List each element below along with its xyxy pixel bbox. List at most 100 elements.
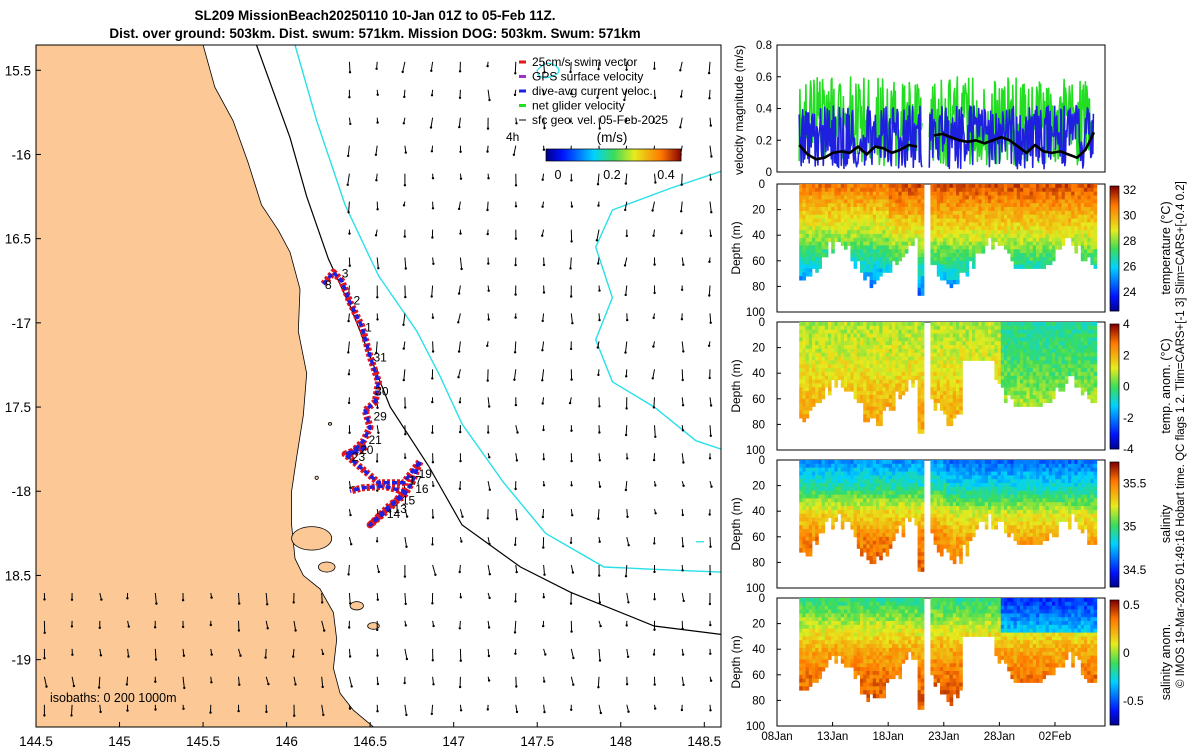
- section-cell: [1036, 210, 1040, 216]
- section-cell: [876, 375, 880, 381]
- section-cell: [1032, 352, 1037, 357]
- section-cell: [1077, 360, 1082, 365]
- section-cell: [1093, 383, 1098, 388]
- section-cell: [879, 203, 883, 208]
- arrow-head: [403, 184, 407, 187]
- section-cell: [850, 364, 854, 369]
- section-colorbar-cell: [1110, 193, 1119, 195]
- section-cell: [888, 264, 893, 269]
- section-cell: [1039, 222, 1043, 227]
- arrow-head: [570, 429, 573, 432]
- section-cell: [965, 191, 970, 196]
- section-cell: [920, 375, 925, 381]
- section-cell: [949, 348, 954, 354]
- section-cell: [898, 322, 902, 327]
- arrow-head: [321, 652, 325, 656]
- arrow-head: [514, 293, 517, 296]
- section-cell: [997, 352, 1002, 357]
- section-cell: [1007, 341, 1011, 346]
- section-cell: [1052, 375, 1056, 381]
- section-cell: [904, 360, 909, 365]
- section-cell: [812, 249, 816, 254]
- section-cell: [799, 383, 803, 388]
- section-cell: [805, 375, 810, 381]
- section-cell: [1023, 341, 1027, 346]
- section-colorbar-cell: [1110, 307, 1119, 309]
- section-cell: [1029, 383, 1034, 388]
- section-cell: [956, 371, 960, 377]
- section-cell: [888, 375, 893, 381]
- section-cell: [1026, 187, 1030, 193]
- arrow-head: [350, 543, 353, 546]
- velocity-arrow: [681, 369, 684, 381]
- arrow-head: [708, 376, 711, 380]
- section-cell: [1042, 352, 1046, 357]
- velocity-arrow: [626, 592, 629, 603]
- section-cell: [933, 207, 938, 212]
- section-cell: [930, 253, 934, 258]
- section-cell: [1036, 264, 1040, 269]
- section-cell: [1032, 264, 1037, 269]
- section-cell: [933, 226, 938, 231]
- section-cell: [1013, 245, 1018, 250]
- section-cell: [853, 207, 858, 212]
- section-cell: [901, 348, 906, 354]
- section-cell: [1029, 333, 1034, 338]
- velocity-y-tick-label: 0.8: [756, 40, 772, 52]
- section-cell: [1000, 371, 1005, 377]
- section-cell: [991, 245, 995, 250]
- section-cell: [1036, 199, 1040, 204]
- section-cell: [1010, 184, 1014, 189]
- velocity-arrow: [404, 508, 408, 517]
- section-cell: [917, 410, 922, 415]
- velocity-arrow: [404, 257, 407, 269]
- arrow-head: [487, 626, 491, 629]
- section-cell: [802, 226, 806, 231]
- section-colorbar-cell: [1110, 247, 1119, 249]
- section-cell: [978, 329, 982, 334]
- section-cell: [828, 371, 832, 377]
- section-cell: [930, 207, 934, 212]
- section-cell: [908, 322, 912, 327]
- section-cell: [1061, 341, 1066, 346]
- section-cell: [972, 257, 976, 262]
- section-cell: [898, 375, 902, 381]
- colorbar-cell: [652, 149, 654, 161]
- section-cell: [869, 280, 874, 285]
- section-cell: [1048, 322, 1053, 327]
- section-cell: [882, 218, 886, 223]
- section-cell: [1036, 379, 1040, 384]
- section-cell: [1084, 348, 1088, 354]
- section-cell: [876, 187, 880, 193]
- section-cell: [1029, 348, 1034, 354]
- section-cell: [968, 245, 973, 250]
- section-cell: [821, 195, 826, 200]
- arrow-head: [154, 708, 157, 711]
- section-cell: [853, 322, 858, 327]
- section-cell: [946, 391, 950, 396]
- section-cell: [1074, 207, 1078, 212]
- section-cell: [850, 322, 854, 327]
- velocity-arrow: [376, 257, 379, 269]
- section-cell: [895, 207, 899, 212]
- section-cell: [815, 260, 819, 266]
- section-cell: [812, 195, 816, 200]
- section-cell: [940, 264, 944, 269]
- section-cell: [917, 241, 922, 246]
- section-cell: [920, 268, 925, 273]
- section-colorbar-cell: [1110, 221, 1119, 223]
- section-cell: [898, 195, 902, 200]
- section-cell: [818, 226, 822, 231]
- section-cell: [946, 245, 950, 250]
- section-cell: [959, 387, 963, 392]
- velocity-arrow: [126, 676, 129, 685]
- section-cell: [1010, 341, 1014, 346]
- section-colorbar-cell: [1110, 263, 1119, 265]
- section-cell: [882, 226, 886, 231]
- section-cell: [1020, 337, 1024, 342]
- section-cell: [1016, 348, 1021, 354]
- section-colorbar-cell: [1110, 388, 1119, 390]
- section-cell: [1093, 333, 1098, 338]
- velocity-arrow: [570, 564, 574, 573]
- section-cell: [872, 398, 877, 404]
